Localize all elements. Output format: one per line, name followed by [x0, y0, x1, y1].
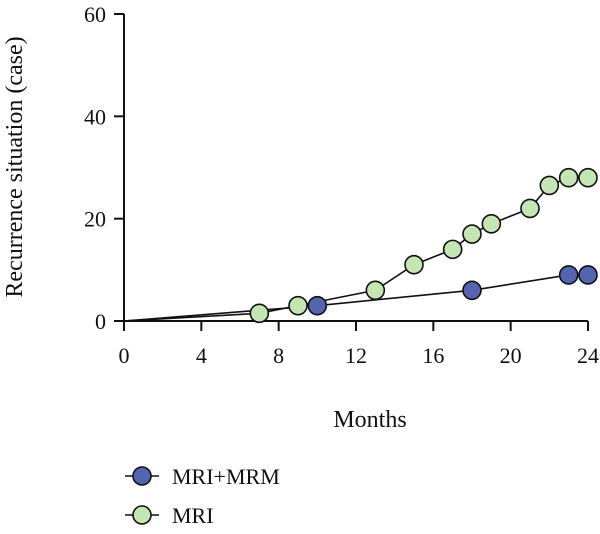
legend-item-mri-mrm: MRI+MRM: [125, 464, 280, 489]
data-point-mri: [481, 213, 502, 234]
legend-marker: [132, 466, 152, 486]
x-tick-label: 12: [345, 343, 367, 368]
y-tick-label: 0: [95, 309, 106, 334]
data-point-mri: [578, 167, 598, 188]
series-layer: [123, 167, 598, 324]
y-tick-label: 40: [84, 104, 106, 129]
x-tick-label: 20: [500, 343, 522, 368]
data-point-mri-mrm: [558, 265, 579, 285]
data-point-mri: [365, 280, 386, 301]
data-point-mri: [404, 254, 424, 275]
x-tick-label: 0: [119, 343, 130, 368]
series-line-mri-mrm: [123, 274, 588, 322]
x-axis-ticks: 0 4 8 12 16 20 24: [119, 321, 599, 368]
data-point-mri-mrm: [462, 280, 482, 301]
data-point-mri: [520, 198, 540, 219]
data-point-mri: [288, 295, 308, 316]
data-point-mri-mrm: [307, 295, 328, 316]
x-tick-label: 16: [422, 343, 444, 368]
data-point-mri: [442, 239, 463, 260]
x-tick-label: 8: [273, 343, 284, 368]
legend-label: MRI+MRM: [172, 464, 280, 489]
y-axis-title: Recurrence situation (case): [2, 36, 28, 297]
data-point-mri: [539, 175, 560, 196]
legend-item-mri: MRI: [125, 503, 214, 528]
data-point-mri: [558, 167, 579, 188]
x-tick-label: 24: [577, 343, 599, 368]
legend-label: MRI: [172, 503, 214, 528]
legend: MRI+MRM MRI: [125, 464, 280, 528]
data-point-mri-mrm: [578, 265, 598, 285]
data-point-mri: [462, 224, 482, 244]
x-axis-title: Months: [333, 407, 406, 433]
y-axis-ticks: 0 20 40 60: [84, 2, 124, 334]
legend-marker: [132, 505, 152, 525]
data-point-mri: [249, 303, 270, 324]
series-line-mri: [123, 176, 588, 322]
x-tick-label: 4: [196, 343, 207, 368]
y-tick-label: 60: [84, 2, 106, 27]
y-tick-label: 20: [84, 207, 106, 232]
